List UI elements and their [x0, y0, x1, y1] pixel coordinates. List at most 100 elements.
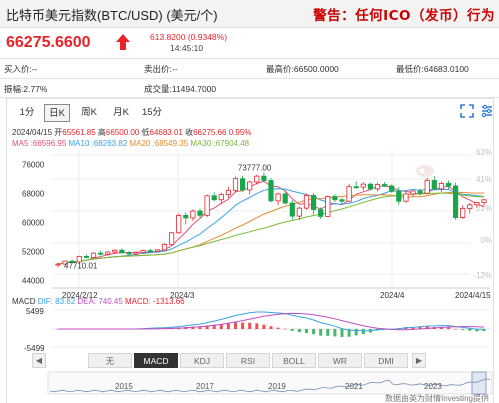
- indicator-dmi[interactable]: DMI: [364, 353, 408, 368]
- candle: [239, 178, 246, 191]
- macd-dea: 740.45: [98, 297, 123, 306]
- bid-price: 买入价:--: [4, 64, 38, 74]
- expand-icon[interactable]: [460, 104, 474, 118]
- sina-watermark: [416, 165, 434, 177]
- navigator-year-label: 2019: [268, 382, 286, 391]
- candle: [346, 186, 352, 202]
- candle: [55, 263, 61, 266]
- candle: [410, 190, 416, 195]
- legend-open: 65561.85: [62, 128, 96, 137]
- candle: [268, 180, 274, 202]
- macd-bar: [297, 329, 301, 333]
- amplitude: 振幅:2.77%: [4, 84, 48, 94]
- scroll-left-button[interactable]: ◀: [32, 353, 46, 368]
- candle: [133, 252, 139, 255]
- legend-ma20: MA20 :68549.35: [129, 139, 189, 148]
- indicator-boll[interactable]: BOLL: [272, 353, 316, 368]
- candle: [396, 190, 402, 202]
- tab-daily[interactable]: 日K: [44, 104, 70, 122]
- ico-warning: 警告：任何ICO（发币）行为: [313, 8, 495, 24]
- candle: [140, 250, 146, 253]
- macd-bar: [248, 322, 252, 329]
- macd-bar: [461, 329, 465, 330]
- dea-line: [58, 312, 485, 331]
- indicator-macd[interactable]: MACD: [134, 353, 178, 368]
- navigator-window[interactable]: [471, 371, 487, 395]
- candle: [261, 175, 267, 181]
- macd-bar: [418, 326, 422, 329]
- quote-time: 14:45:10: [170, 43, 204, 53]
- candle: [168, 232, 175, 245]
- candle: [467, 204, 473, 209]
- candle: [339, 199, 345, 202]
- tab-weekly[interactable]: 周K: [81, 107, 97, 118]
- settings-icon[interactable]: [480, 104, 494, 118]
- y-tick-label: 76000: [22, 161, 45, 170]
- candle: [481, 199, 487, 203]
- macd-bar: [319, 329, 323, 336]
- macd-bar: [340, 329, 344, 337]
- candle: [424, 180, 430, 194]
- candle: [417, 190, 423, 194]
- candle: [389, 185, 395, 192]
- y-pct-tick-label: 21%: [476, 204, 492, 213]
- tab-monthly[interactable]: 月K: [113, 107, 129, 118]
- info-row-1: 买入价:-- 卖出价:-- 最高价:66500.0000 最低价:64683.0…: [0, 58, 499, 78]
- y-pct-tick-label: 62%: [476, 148, 492, 157]
- navigator-year-label: 2017: [196, 382, 214, 391]
- legend-high-label: 高: [97, 128, 106, 137]
- volume: 成交量:11494.7000: [144, 84, 217, 94]
- quote-info-table: 买入价:-- 卖出价:-- 最高价:66500.0000 最低价:64683.0…: [0, 58, 499, 98]
- candle: [105, 251, 111, 255]
- data-credit: 数据由英为财情Investing提供: [384, 394, 489, 403]
- scroll-right-button[interactable]: ▶: [412, 353, 426, 368]
- indicator-kdj[interactable]: KDJ: [180, 353, 224, 368]
- macd-bar: [361, 329, 365, 335]
- x-tick-label: 2024/2/12: [62, 291, 98, 300]
- macd-bar: [482, 329, 486, 332]
- candle: [247, 181, 253, 191]
- candle: [154, 249, 160, 252]
- legend-low: 64683.01: [149, 128, 183, 137]
- candle: [374, 184, 381, 190]
- navigator-series-line: [49, 378, 491, 393]
- candle: [254, 175, 260, 183]
- indicator-wr[interactable]: WR: [318, 353, 362, 368]
- tab-1min[interactable]: 1分: [19, 107, 35, 118]
- y-pct-tick-label: 0%: [480, 236, 492, 245]
- candle: [452, 185, 459, 218]
- low-price: 最低价:64683.0100: [396, 64, 469, 74]
- macd-bar: [255, 323, 259, 329]
- macd-bar: [226, 323, 230, 329]
- candle: [325, 196, 331, 217]
- candle: [147, 250, 153, 252]
- legend-ma5: MA5 :66596.95: [12, 139, 67, 148]
- legend-close-label: 收: [185, 128, 194, 137]
- min-price-label: 47710.01: [64, 261, 98, 270]
- candle: [225, 189, 231, 196]
- tab-15min[interactable]: 15分: [141, 107, 163, 118]
- candle: [289, 202, 295, 217]
- y-pct-tick-label: -12%: [473, 271, 492, 280]
- candle: [353, 186, 359, 189]
- up-arrow-icon: [116, 34, 130, 50]
- indicator-rsi[interactable]: RSI: [226, 353, 270, 368]
- candle: [76, 256, 82, 263]
- current-price: 66275.6600: [6, 34, 91, 51]
- macd-bar: [198, 326, 202, 329]
- candle: [282, 193, 288, 204]
- price-change: 613.8200 (0.9348%): [150, 32, 228, 42]
- candle: [62, 260, 68, 265]
- candle: [126, 252, 132, 255]
- candle: [360, 183, 366, 188]
- macd-dif: 83.62: [55, 297, 76, 306]
- indicator-none[interactable]: 无: [88, 353, 132, 368]
- x-tick-label: 2024/3: [170, 291, 195, 300]
- macd-bar: [468, 329, 472, 331]
- candle: [69, 260, 75, 263]
- macd-bar: [234, 322, 237, 329]
- candle: [211, 195, 217, 201]
- navigator-year-label: 2023: [424, 382, 442, 391]
- header-bar: 比特币美元指数(BTC/USD) (美元/个) 警告：任何ICO（发币）行为: [0, 0, 499, 28]
